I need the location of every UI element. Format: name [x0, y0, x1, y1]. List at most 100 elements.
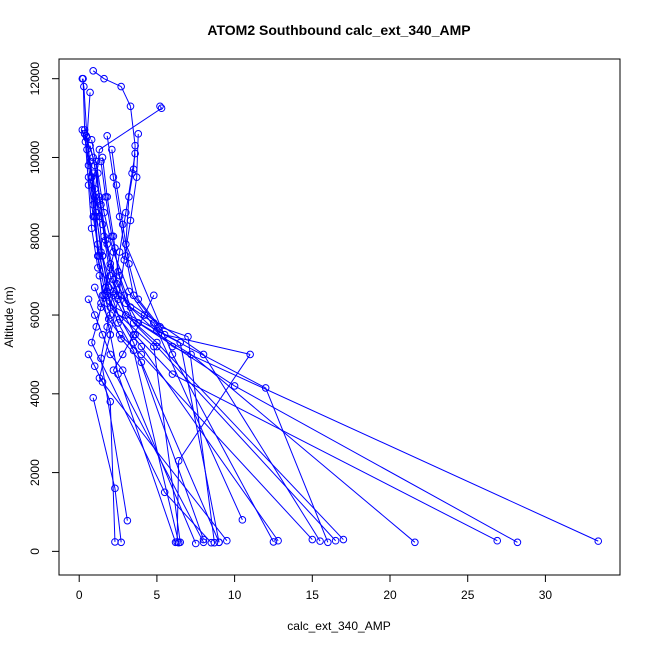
data-point — [168, 350, 177, 359]
series-segment — [108, 287, 121, 320]
data-point — [411, 538, 419, 547]
data-point — [79, 74, 87, 83]
data-point — [114, 319, 122, 327]
data-point — [112, 181, 121, 189]
data-point — [137, 342, 146, 351]
data-point — [101, 283, 110, 292]
series-segment — [140, 354, 313, 540]
data-point — [339, 535, 348, 544]
data-point — [118, 350, 127, 359]
y-tick-label: 4000 — [28, 380, 42, 407]
x-axis: 0 5 10 15 20 25 30 — [76, 574, 552, 602]
data-point — [114, 370, 122, 378]
data-point — [230, 382, 239, 390]
series-segment — [106, 135, 114, 178]
series-segment — [103, 212, 114, 253]
series-segment — [105, 240, 114, 280]
series-segment — [92, 173, 97, 213]
series-segment — [88, 177, 94, 217]
data-point — [123, 516, 132, 525]
series-segment — [172, 346, 599, 542]
x-tick-label: 20 — [383, 588, 397, 602]
series-segment — [82, 78, 86, 130]
data-point — [126, 303, 135, 311]
series-segment — [125, 302, 173, 347]
data-point — [120, 256, 129, 264]
data-point — [92, 323, 101, 331]
data-point — [84, 173, 93, 181]
data-layer — [78, 67, 603, 548]
data-point — [95, 145, 104, 154]
data-point — [176, 338, 185, 347]
series-segment — [128, 291, 158, 332]
data-point — [156, 102, 164, 111]
profile-3 — [89, 67, 278, 546]
series-segment — [94, 287, 102, 304]
data-point — [331, 536, 340, 545]
data-point — [115, 330, 124, 339]
series-segment — [117, 373, 177, 543]
series-segment — [97, 255, 108, 304]
series-segment — [133, 322, 158, 347]
x-tick-label: 10 — [228, 588, 242, 602]
series-segment — [178, 354, 251, 462]
series-segment — [133, 295, 166, 336]
data-point — [89, 169, 97, 178]
series-segment — [123, 295, 135, 324]
series-segment — [153, 322, 243, 521]
y-axis: 0 2000 4000 6000 8000 10000 12000 — [28, 62, 60, 555]
y-tick-label: 8000 — [28, 223, 42, 250]
series-segment — [153, 346, 181, 543]
data-point — [97, 248, 105, 256]
series-segment — [156, 330, 266, 389]
data-point — [131, 141, 139, 150]
series-segment — [91, 342, 166, 493]
profile-15 — [84, 173, 183, 547]
data-point — [103, 193, 111, 201]
data-point — [115, 315, 124, 323]
data-point — [126, 216, 135, 225]
data-point — [199, 535, 208, 544]
data-point — [118, 366, 127, 374]
data-point — [137, 358, 146, 367]
series-segment — [156, 346, 336, 542]
profile-17 — [95, 130, 231, 545]
data-point — [106, 263, 115, 272]
series-segment — [128, 263, 139, 300]
series-segment — [129, 106, 136, 146]
y-tick-label: 10000 — [28, 140, 42, 174]
x-tick-label: 15 — [306, 588, 320, 602]
series-segment — [187, 336, 215, 543]
series-segment — [116, 184, 124, 225]
y-tick-label: 12000 — [28, 62, 42, 96]
data-point — [98, 378, 107, 386]
series-segment — [98, 334, 111, 379]
series-segment — [103, 236, 111, 276]
series-segment — [117, 259, 125, 300]
series-segment — [97, 255, 104, 296]
profile-24 — [90, 283, 317, 544]
data-point — [115, 212, 124, 221]
data-point — [120, 291, 129, 300]
data-point — [129, 330, 138, 339]
series-segment — [128, 169, 135, 197]
data-point — [269, 538, 278, 546]
data-point — [199, 538, 208, 547]
series-segment — [137, 298, 161, 328]
series-segment — [91, 326, 97, 343]
data-point — [134, 295, 143, 304]
data-point — [594, 537, 603, 545]
data-point — [90, 161, 99, 170]
series-segment — [156, 342, 344, 540]
series-segment — [105, 196, 113, 237]
data-point — [308, 535, 317, 544]
y-tick-label: 2000 — [28, 459, 42, 486]
data-point — [86, 88, 94, 97]
data-point — [97, 303, 105, 311]
data-point — [108, 145, 116, 154]
data-point — [199, 350, 208, 359]
series-segment — [133, 342, 204, 540]
data-point — [316, 537, 324, 545]
series-segment — [112, 251, 121, 292]
